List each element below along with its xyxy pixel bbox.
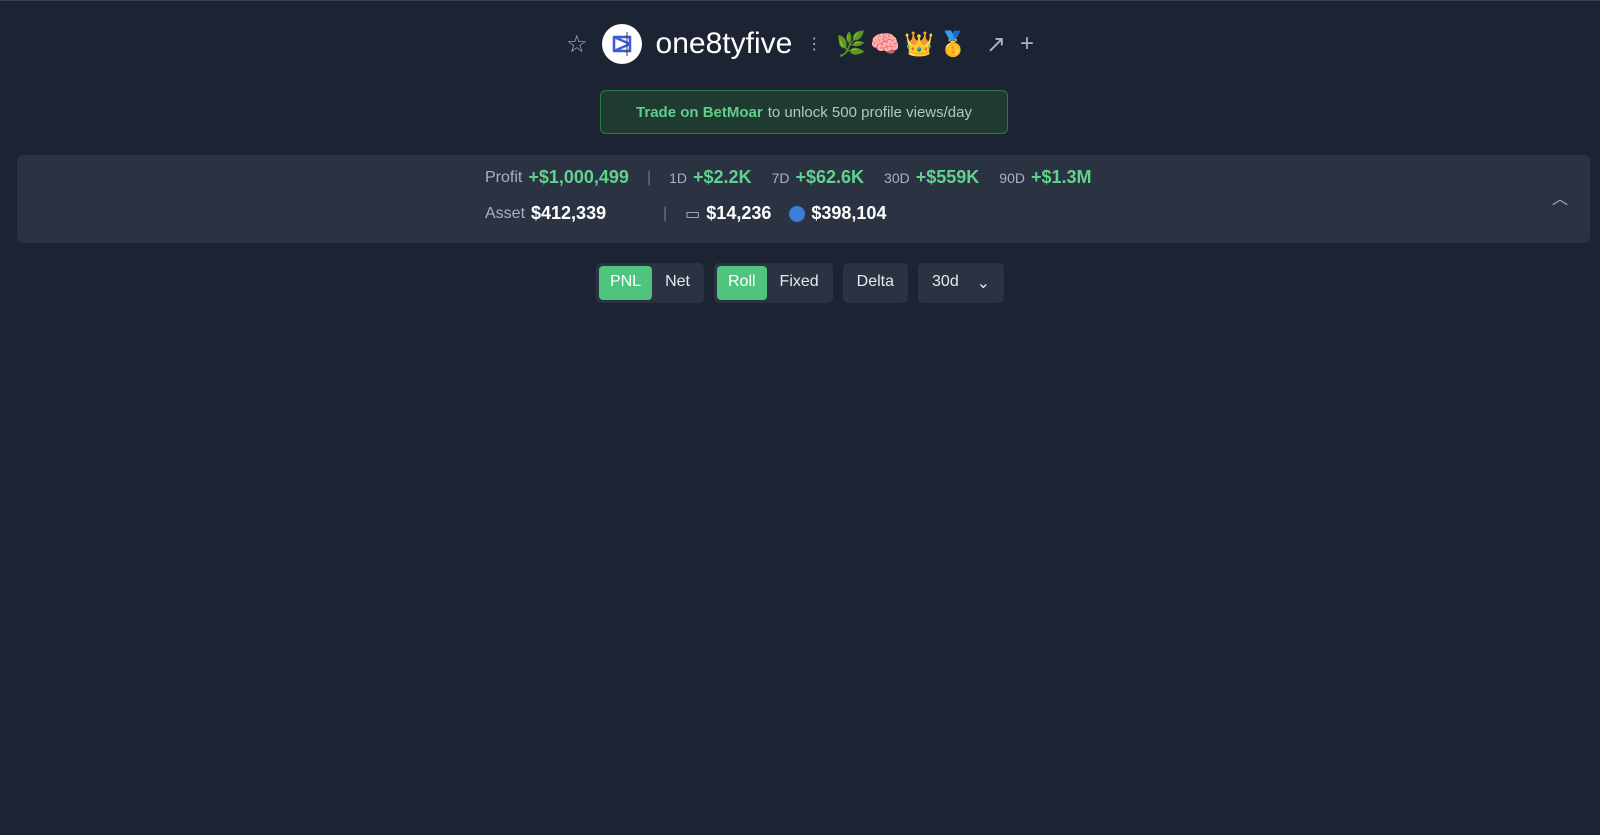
profile-name: one8tyfive <box>655 27 793 60</box>
stats-panel: Profit +$1,000,499 | 1D +$2.2K 7D +$62.6… <box>17 155 1590 243</box>
external-link[interactable]: ↗ <box>985 30 1006 58</box>
badges: 🌿🧠👑🥇 <box>836 30 972 58</box>
promo-banner: Trade on BetMoar to unlock 500 profile v… <box>600 90 1008 134</box>
roll-button[interactable]: Roll <box>716 266 767 300</box>
period-label: 30D <box>884 169 910 186</box>
profit-label: Profit <box>485 168 523 186</box>
window-toggle: Roll Fixed <box>713 263 833 303</box>
period-label: 1D <box>669 169 688 186</box>
period-value: +$62.6K <box>795 167 865 187</box>
profit-value: +$1,000,499 <box>528 167 629 187</box>
wallet-icon: ▭ <box>685 205 701 223</box>
range-value: 30d <box>932 273 959 290</box>
asset-value: $412,339 <box>531 203 607 223</box>
mode-toggle: PNL Net <box>595 263 704 303</box>
separator: | <box>646 168 652 186</box>
avatar: 400,000500,000600,000700,000800,000900,0… <box>601 24 642 64</box>
usdc-icon <box>789 205 806 222</box>
period-label: 7D <box>771 169 790 186</box>
avatar-icon: 400,000500,000600,000700,000800,000900,0… <box>612 32 631 56</box>
pnl-button[interactable]: PNL <box>598 266 653 300</box>
fixed-button[interactable]: Fixed <box>779 273 819 290</box>
period-value: +$1.3M <box>1030 167 1092 187</box>
usdc-value: $398,104 <box>811 203 887 223</box>
favorite-star[interactable]: ☆ <box>566 30 588 58</box>
net-button[interactable]: Net <box>665 273 690 290</box>
period-value: +$2.2K <box>693 167 752 187</box>
banner-link[interactable]: Trade on BetMoar <box>636 103 763 121</box>
profit-row: Profit +$1,000,499 | 1D +$2.2K 7D +$62.6… <box>485 167 1092 188</box>
chart <box>0 320 1600 835</box>
wallet-value: $14,236 <box>706 203 772 223</box>
top-border <box>0 0 1600 1</box>
chart-controls: PNL Net Roll Fixed Delta 30d ⌄ <box>0 263 1600 303</box>
delta-group: Delta <box>842 263 909 303</box>
banner-text: to unlock 500 profile views/day <box>767 103 972 121</box>
profile-header: ☆ 400,000500,000600,000700,000800,000900… <box>0 24 1600 64</box>
period-value: +$559K <box>915 167 980 187</box>
asset-row: Asset $412,339 | ▭ $14,236 $398,104 <box>485 203 886 224</box>
asset-label: Asset <box>485 204 526 222</box>
delta-button[interactable]: Delta <box>856 273 895 290</box>
dropdown-arrow: ⌄ <box>976 275 991 292</box>
range-select[interactable]: 30d ⌄ <box>918 263 1005 303</box>
more-menu[interactable]: ⋮ <box>806 36 823 53</box>
separator: | <box>663 204 668 222</box>
period-label: 90D <box>999 169 1025 186</box>
add-button[interactable]: + <box>1019 30 1034 57</box>
collapse-toggle[interactable]: ︿ <box>1551 191 1568 208</box>
